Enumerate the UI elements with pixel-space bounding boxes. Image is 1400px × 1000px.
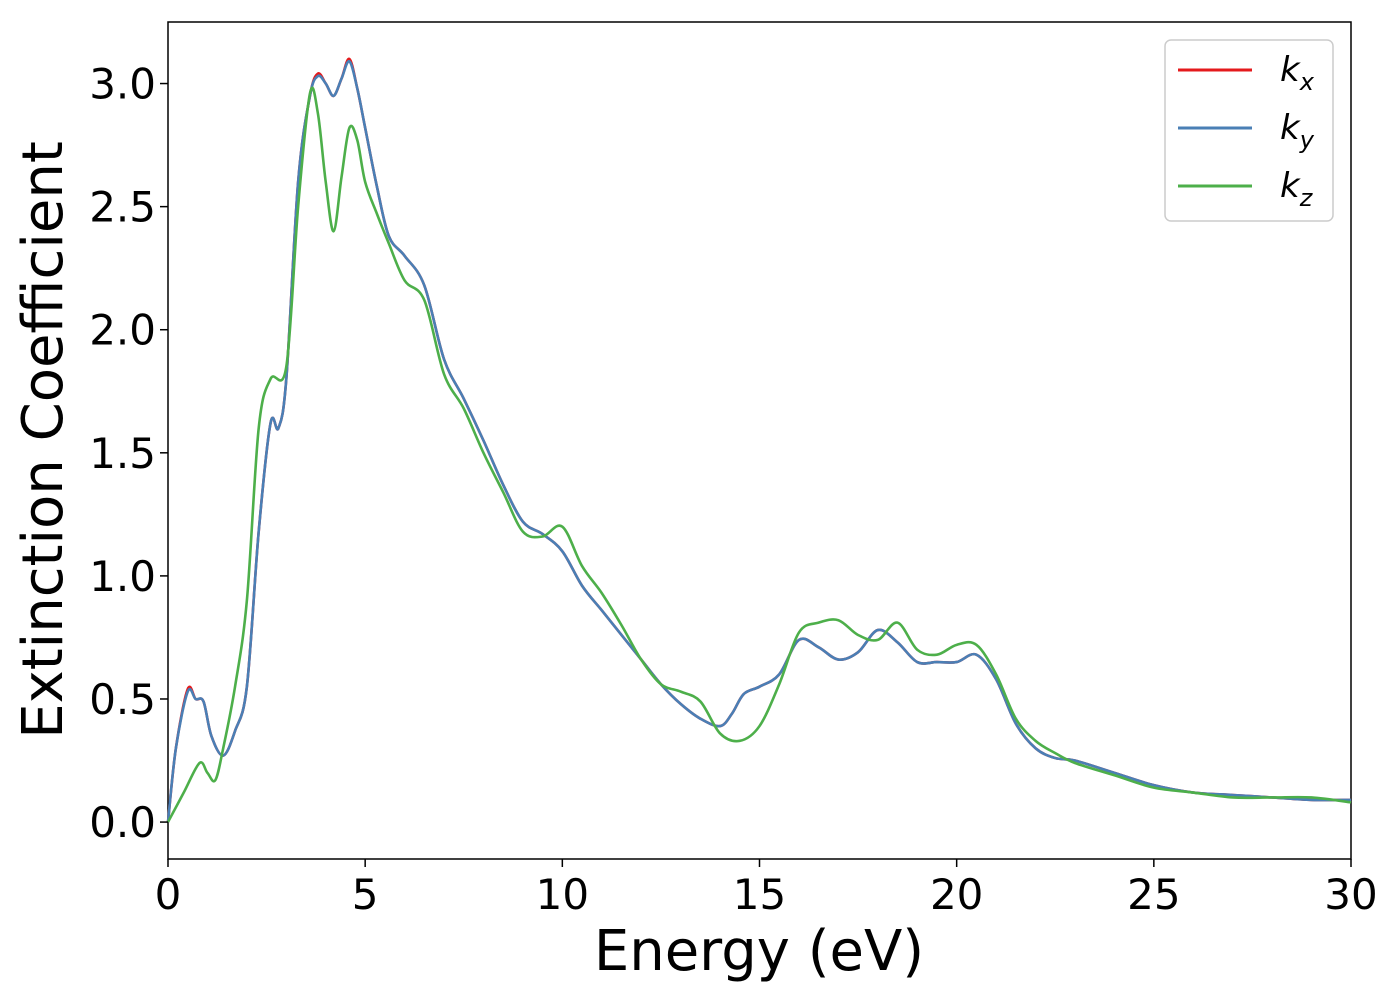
series-line-ky <box>166 60 1352 823</box>
legend-label-subscript: x <box>1299 68 1315 96</box>
x-tick-label: 25 <box>1127 870 1180 919</box>
legend-label-kz: kz <box>1280 166 1314 212</box>
legend-label-kx: kx <box>1280 50 1315 96</box>
y-tick-label: 1.5 <box>89 429 156 478</box>
y-tick-label: 1.0 <box>89 552 156 601</box>
legend-label-main: k <box>1280 166 1301 206</box>
y-tick-label: 3.0 <box>89 60 156 109</box>
x-axis-title: Energy (eV) <box>594 919 924 984</box>
y-tick-label: 2.0 <box>89 306 156 355</box>
legend-label-main: k <box>1280 50 1301 90</box>
series-line-kz <box>166 86 1352 823</box>
legend-label-main: k <box>1280 108 1301 148</box>
x-axis: 0 5 10 15 20 25 30 <box>155 859 1378 919</box>
x-tick-label: 15 <box>733 870 786 919</box>
legend-box <box>1164 39 1334 222</box>
y-tick-label: 0.5 <box>89 675 156 724</box>
plot-area <box>167 21 1352 860</box>
y-axis: 0.0 0.5 1.0 1.5 2.0 2.5 3.0 <box>89 60 168 847</box>
x-tick-label: 10 <box>536 870 589 919</box>
x-tick-label: 20 <box>930 870 983 919</box>
y-tick-label: 0.0 <box>89 798 156 847</box>
x-tick-label: 5 <box>352 870 379 919</box>
y-axis-title: Extinction Coefficient <box>11 141 76 739</box>
x-tick-label: 0 <box>155 870 182 919</box>
legend-label-subscript: z <box>1299 184 1314 212</box>
series-layer <box>166 57 1352 823</box>
legend-label-subscript: y <box>1299 126 1315 154</box>
y-tick-label: 2.5 <box>89 183 156 232</box>
legend-label-ky: ky <box>1280 108 1315 154</box>
x-tick-label: 30 <box>1324 870 1377 919</box>
